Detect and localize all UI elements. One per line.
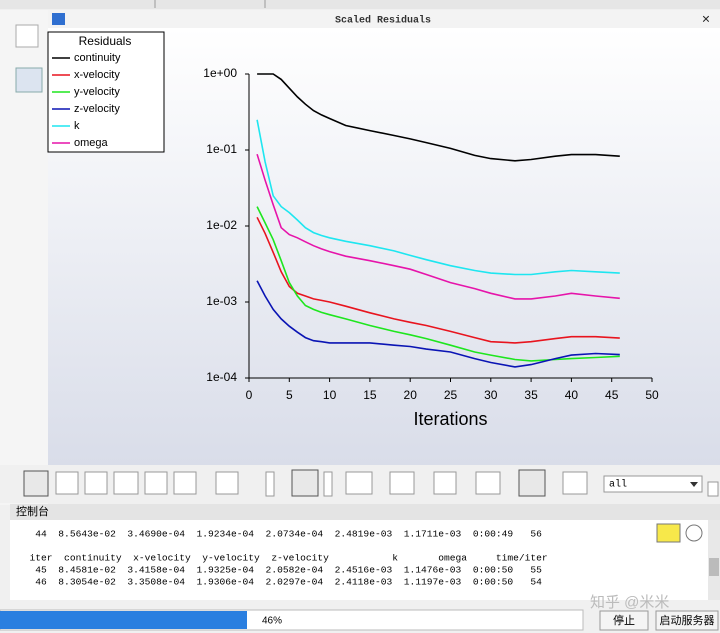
tool-button[interactable]: [323, 471, 333, 497]
legend-label: z-velocity: [74, 103, 120, 115]
y-tick-label: 1e-02: [206, 218, 237, 232]
close-button[interactable]: ×: [702, 11, 710, 27]
app-icon: [52, 13, 65, 25]
legend-label: omega: [74, 137, 109, 149]
tool-button[interactable]: [291, 469, 319, 497]
console-area: [10, 520, 708, 600]
legend-title: Residuals: [79, 34, 132, 48]
legend-label: x-velocity: [74, 69, 120, 81]
series-line: [256, 119, 620, 276]
tool-button[interactable]: [345, 471, 373, 495]
progress-fill: [0, 611, 247, 629]
tool-button[interactable]: [265, 471, 275, 497]
series-line: [256, 206, 620, 362]
top-strip: [0, 0, 720, 9]
console-line: 46 8.3054e-02 3.3508e-04 1.9306e-04 2.02…: [18, 577, 542, 588]
x-tick-label: 35: [524, 388, 538, 402]
tool-button[interactable]: [475, 471, 501, 495]
tool-button[interactable]: [389, 471, 415, 495]
tool-button[interactable]: [433, 471, 457, 495]
tool-button[interactable]: [215, 471, 239, 495]
server-label: 启动服务器: [660, 614, 715, 627]
progress-label: 46%: [262, 616, 282, 627]
series-line: [256, 216, 620, 344]
x-tick-label: 10: [323, 388, 337, 402]
x-axis-label: Iterations: [413, 409, 487, 429]
stop-button[interactable]: [599, 610, 649, 631]
x-tick-label: 20: [404, 388, 418, 402]
console-title: 控制台: [16, 504, 49, 518]
scroll-thumb[interactable]: [709, 558, 719, 576]
title-bar: [48, 10, 720, 28]
dropdown-value: all: [609, 479, 627, 491]
series-line: [256, 280, 620, 368]
x-tick-label: 45: [605, 388, 619, 402]
dropdown-arrow: [690, 482, 698, 487]
legend-label: continuity: [74, 52, 121, 64]
tool-button[interactable]: [15, 67, 43, 93]
tool-button[interactable]: [562, 471, 588, 495]
y-tick-label: 1e-03: [206, 294, 237, 308]
server-button[interactable]: [655, 610, 719, 631]
x-tick-label: 25: [444, 388, 458, 402]
series-line: [257, 73, 620, 162]
y-tick-label: 1e-01: [206, 142, 237, 156]
x-tick-label: 40: [565, 388, 579, 402]
console-lines: 44 8.5643e-02 3.4690e-04 1.9234e-04 2.07…: [18, 529, 548, 588]
console-line: 44 8.5643e-02 3.4690e-04 1.9234e-04 2.07…: [18, 529, 542, 540]
x-tick-label: 0: [246, 388, 253, 402]
tool-button[interactable]: [84, 471, 108, 495]
tool-button[interactable]: [55, 471, 79, 495]
legend-label: y-velocity: [74, 86, 120, 98]
dropdown[interactable]: [603, 475, 703, 493]
window-title: Scaled Residuals: [335, 15, 431, 27]
tool-button[interactable]: [173, 471, 197, 495]
info-button[interactable]: [685, 524, 703, 542]
toolbar-buttons: [23, 469, 588, 497]
console-header: [10, 504, 720, 520]
legend-label: k: [74, 120, 80, 132]
x-tick-label: 5: [286, 388, 293, 402]
more-button[interactable]: [707, 481, 719, 497]
y-tick-label: 1e-04: [206, 370, 237, 384]
x-tick-label: 30: [484, 388, 498, 402]
watermark: 知乎 @米米: [590, 594, 669, 611]
tool-button[interactable]: [144, 471, 168, 495]
console-line: iter continuity x-velocity y-velocity z-…: [18, 553, 548, 564]
x-tick-label: 15: [363, 388, 377, 402]
tool-button[interactable]: [23, 470, 49, 497]
x-tick-label: 50: [645, 388, 659, 402]
warning-button[interactable]: [656, 523, 681, 543]
series-line: [256, 153, 620, 300]
y-tick-label: 1e+00: [203, 66, 237, 80]
stop-label: 停止: [613, 613, 635, 627]
tool-button[interactable]: [15, 24, 39, 48]
tool-button[interactable]: [113, 471, 139, 495]
tool-button[interactable]: [518, 469, 546, 497]
console-line: 45 8.4581e-02 3.4158e-04 1.9325e-04 2.05…: [18, 565, 542, 576]
